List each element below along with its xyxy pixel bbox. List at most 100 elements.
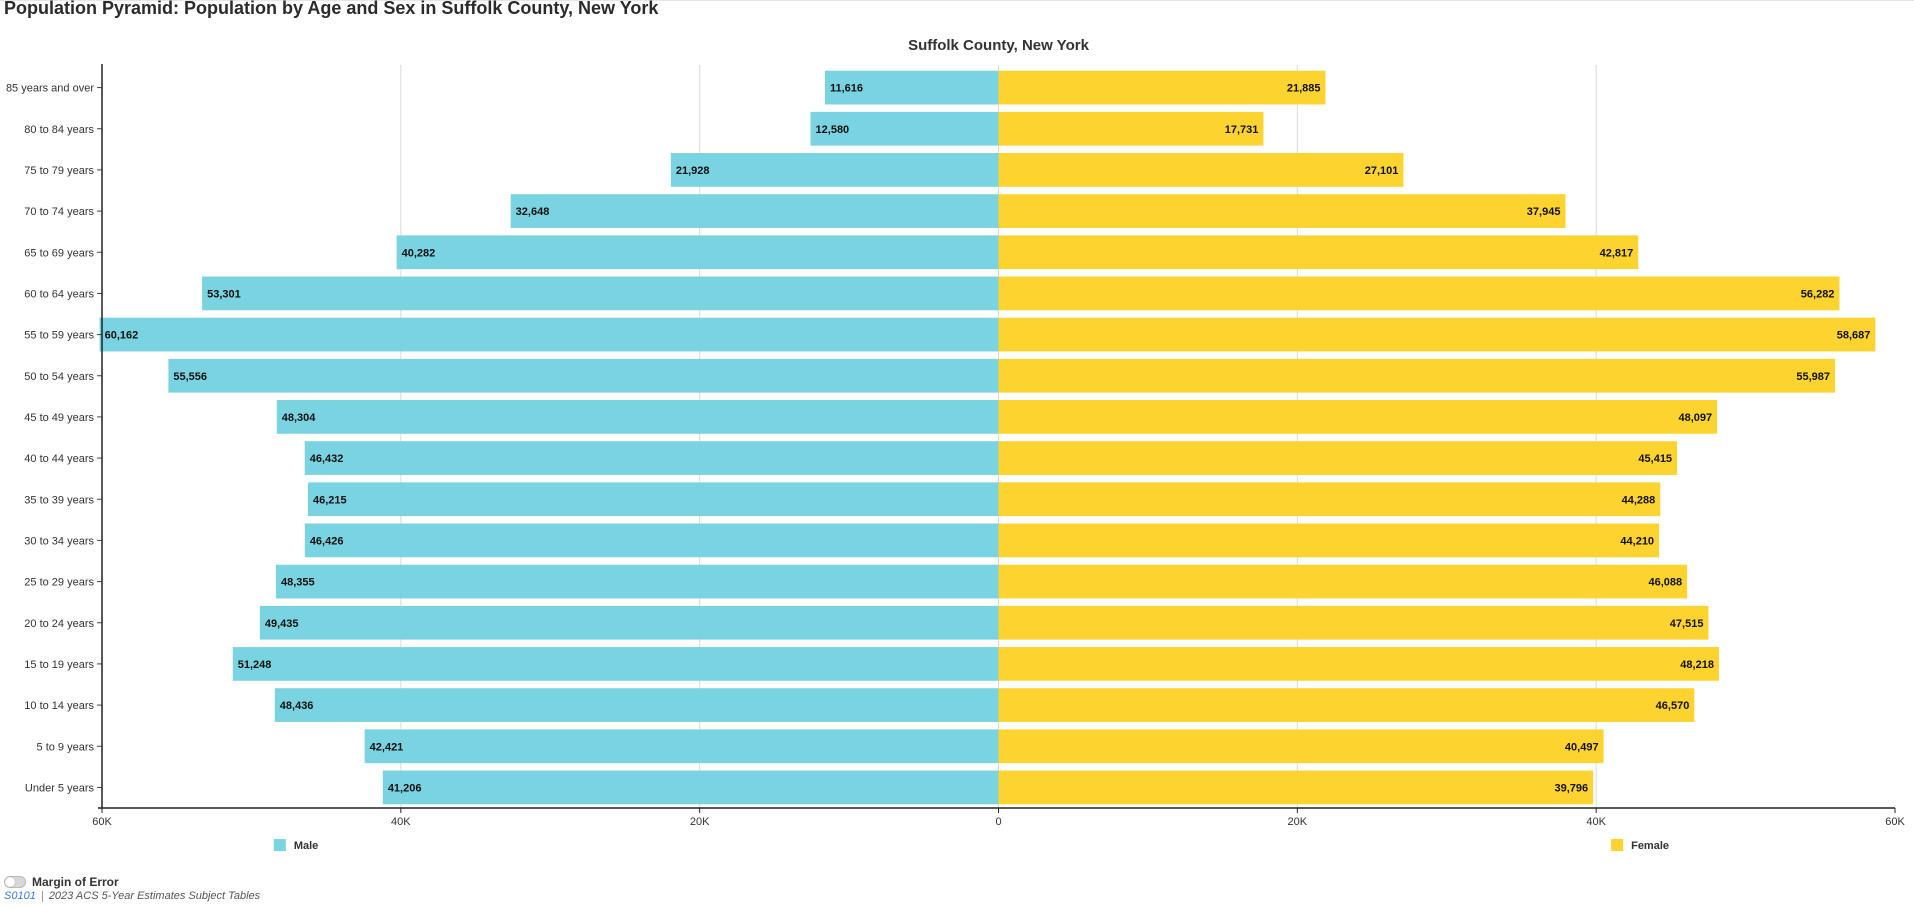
bar-label-male-5: 53,301: [207, 288, 241, 300]
bar-label-male-4: 40,282: [402, 247, 436, 259]
x-tick-label-5: 40K: [1586, 816, 1606, 828]
bar-male-3: [510, 194, 999, 228]
y-tick-label-9: 40 to 44 years: [24, 453, 94, 465]
bar-female-11: [998, 523, 1660, 558]
bar-male-2: [670, 153, 999, 187]
bar-male-0: [824, 70, 999, 105]
margin-of-error-toggle[interactable]: [4, 876, 26, 888]
bar-male-8: [276, 400, 999, 434]
bar-label-male-13: 49,435: [265, 618, 299, 630]
legend-swatch-male: [273, 839, 286, 851]
bar-male-17: [382, 770, 999, 805]
bar-female-7: [998, 358, 1836, 393]
y-tick-label-1: 80 to 84 years: [24, 124, 94, 136]
y-tick-label-13: 20 to 24 years: [24, 618, 94, 630]
page-title: Population Pyramid: Population by Age an…: [4, 0, 659, 18]
bar-label-male-2: 21,928: [676, 165, 710, 177]
x-tick-label-3: 0: [995, 816, 1001, 828]
bar-male-7: [168, 358, 999, 393]
bar-label-male-3: 32,648: [516, 206, 550, 218]
bar-label-female-0: 21,885: [1287, 83, 1321, 95]
bar-label-female-8: 48,097: [1678, 412, 1712, 424]
legend-label-female: Female: [1631, 840, 1669, 852]
bar-label-female-11: 44,210: [1620, 535, 1654, 547]
y-tick-label-10: 35 to 39 years: [24, 494, 94, 506]
bar-male-15: [274, 688, 999, 722]
y-tick-label-12: 25 to 29 years: [24, 577, 94, 589]
bar-female-8: [998, 400, 1718, 434]
bar-label-male-8: 48,304: [282, 412, 317, 424]
x-tick-label-0: 60K: [92, 816, 112, 828]
bar-label-female-17: 39,796: [1554, 782, 1588, 794]
toggle-knob: [5, 877, 15, 887]
bar-label-female-9: 45,415: [1638, 453, 1672, 465]
y-tick-label-17: Under 5 years: [25, 782, 95, 794]
bar-female-0: [998, 70, 1326, 105]
bar-label-female-1: 17,731: [1225, 124, 1259, 136]
bar-male-14: [232, 647, 999, 681]
y-tick-label-5: 60 to 64 years: [24, 288, 94, 300]
bar-male-13: [259, 605, 999, 640]
y-tick-label-6: 55 to 59 years: [24, 330, 94, 342]
bar-female-16: [998, 729, 1604, 764]
y-tick-label-8: 45 to 49 years: [24, 412, 94, 424]
bar-label-male-10: 46,215: [313, 494, 347, 506]
y-tick-label-15: 10 to 14 years: [24, 700, 94, 712]
bar-label-male-1: 12,580: [816, 124, 850, 136]
x-tick-label-6: 60K: [1885, 816, 1905, 828]
source-separator: [41, 890, 43, 902]
margin-of-error-label: Margin of Error: [32, 875, 119, 889]
bar-female-3: [998, 194, 1566, 228]
bar-label-female-10: 44,288: [1622, 494, 1656, 506]
y-tick-label-3: 70 to 74 years: [24, 206, 94, 218]
bar-female-2: [998, 153, 1404, 187]
bar-label-female-12: 46,088: [1648, 577, 1682, 589]
bar-label-female-14: 48,218: [1680, 659, 1714, 671]
bar-female-9: [998, 441, 1678, 475]
source-row: S0101 2023 ACS 5-Year Estimates Subject …: [4, 890, 260, 902]
bar-label-male-16: 42,421: [370, 741, 404, 753]
bar-female-17: [998, 770, 1594, 805]
legend-label-male: Male: [294, 840, 318, 852]
bar-female-6: [998, 317, 1876, 352]
bar-label-female-5: 56,282: [1801, 288, 1835, 300]
bar-male-16: [364, 729, 999, 764]
bar-label-male-17: 41,206: [388, 782, 422, 794]
bar-label-female-2: 27,101: [1365, 165, 1399, 177]
top-rule: [0, 0, 1914, 1]
legend-swatch-female: [1611, 839, 1624, 851]
bar-female-4: [998, 235, 1639, 270]
bar-label-male-14: 51,248: [238, 659, 272, 671]
y-tick-label-7: 50 to 54 years: [24, 371, 94, 383]
bar-male-11: [304, 523, 999, 558]
table-code-link[interactable]: S0101: [4, 890, 36, 902]
bar-label-female-15: 46,570: [1656, 700, 1690, 712]
bar-label-female-16: 40,497: [1565, 741, 1599, 753]
bar-male-9: [304, 441, 999, 475]
bar-male-5: [202, 276, 999, 311]
bar-label-male-9: 46,432: [310, 453, 344, 465]
bar-female-1: [998, 111, 1264, 146]
bar-female-5: [998, 276, 1840, 311]
y-tick-label-11: 30 to 34 years: [24, 535, 94, 547]
y-tick-label-2: 75 to 79 years: [24, 165, 94, 177]
bar-label-male-12: 48,355: [281, 577, 315, 589]
x-tick-label-1: 40K: [391, 816, 411, 828]
y-tick-label-16: 5 to 9 years: [37, 741, 95, 753]
bar-label-male-6: 60,162: [105, 330, 139, 342]
source-description: 2023 ACS 5-Year Estimates Subject Tables: [48, 890, 261, 902]
bar-label-female-7: 55,987: [1796, 371, 1830, 383]
y-tick-label-14: 15 to 19 years: [24, 659, 94, 671]
bar-male-4: [396, 235, 999, 270]
bar-label-female-4: 42,817: [1600, 247, 1634, 259]
bar-female-12: [998, 564, 1688, 599]
bar-male-1: [810, 111, 999, 146]
bar-male-6: [99, 317, 999, 352]
y-tick-label-4: 65 to 69 years: [24, 247, 94, 259]
bar-male-10: [307, 482, 999, 517]
bar-label-male-7: 55,556: [173, 371, 207, 383]
bar-female-10: [998, 482, 1661, 517]
bar-label-female-6: 58,687: [1837, 330, 1871, 342]
y-tick-label-0: 85 years and over: [6, 83, 94, 95]
bar-label-male-15: 48,436: [280, 700, 314, 712]
